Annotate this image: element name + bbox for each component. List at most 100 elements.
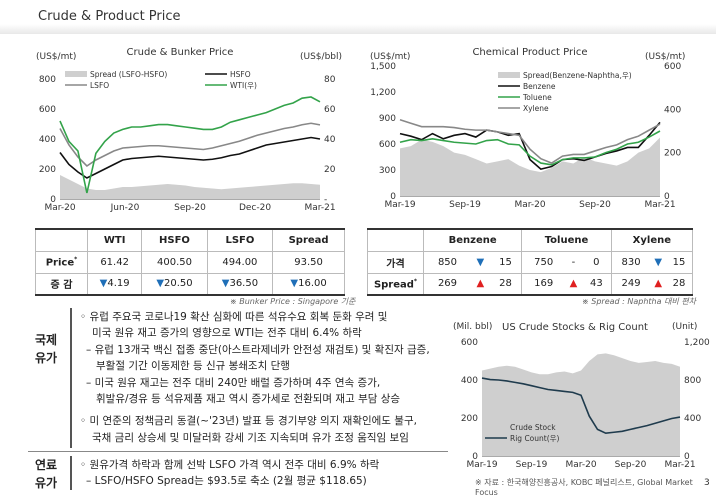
chart2-title: Chemical Product Price: [472, 47, 588, 58]
x-tick-label: Mar-20: [44, 203, 75, 213]
legend-label: Spread (LSFO-HSFO): [90, 70, 167, 79]
xylene-spread-dir: ▲: [650, 272, 666, 296]
legend-label: Benzene: [523, 82, 556, 91]
toluene-spread-dir: ▲: [565, 272, 582, 296]
y-tick-right: 60: [324, 105, 336, 115]
y-tick-left: 600: [379, 140, 396, 150]
legend-label: WTI(우): [230, 81, 257, 90]
chart3-title: US Crude Stocks & Rig Count: [502, 322, 648, 333]
area-series-0: [482, 353, 680, 456]
legend-label: Xylene: [523, 104, 549, 113]
crude-col-spread: Spread: [272, 228, 345, 252]
x-tick-label: Sep-20: [615, 460, 647, 470]
toluene-price-dir: -: [565, 250, 582, 274]
chem-spread-label: Spread*: [367, 272, 424, 296]
area-series-0: [60, 175, 320, 199]
xylene-price-chg: 15: [665, 250, 693, 274]
y-tick-left: 900: [379, 114, 396, 124]
xylene-spread: 249: [610, 272, 651, 296]
intl-line-8: 국채 금리 상승세 및 미달러화 강세 기조 지속되며 유가 조정 움직임 보임: [92, 432, 409, 444]
chart1-title: Crude & Bunker Price: [126, 47, 234, 58]
benzene-spread-chg: 28: [489, 272, 523, 296]
line-series-1: [59, 136, 321, 179]
intl-line-4: 부활절 기간 이동제한 등 신규 봉쇄조치 단행: [96, 360, 290, 372]
x-tick-label: Mar-20: [514, 200, 545, 210]
y-tick-left: 200: [39, 165, 56, 175]
line-series-3: [399, 118, 661, 164]
y-tick-left: 1,200: [370, 88, 396, 98]
intl-line-6: 휘발유/경유 등 석유제품 재고 역시 증가세로 전환되며 재고 부담 상승: [96, 393, 401, 405]
x-tick-label: Mar-21: [664, 460, 695, 470]
chem-table-note: ※ Spread : Naphtha 대비 편차: [582, 297, 697, 306]
toluene-spread: 169: [521, 272, 565, 296]
y-tick-right: 800: [684, 376, 701, 386]
chem-price-label: 가격: [367, 250, 424, 274]
y-tick-left: 200: [461, 414, 478, 424]
crude-price-hsfo: 400.50: [141, 250, 208, 274]
chart3-ylabel-left: (Mil. bbl): [453, 322, 493, 332]
crude-table-note: ※ Bunker Price : Singapore 기준: [230, 297, 356, 306]
xylene-spread-chg: 28: [665, 272, 693, 296]
y-tick-right: -: [324, 195, 327, 205]
x-tick-label: Mar-21: [644, 200, 675, 210]
intl-divider: [70, 308, 72, 448]
benzene-price: 850: [422, 250, 471, 274]
area-series-0: [400, 137, 660, 196]
crude-change-spread: ▼16.00: [272, 272, 345, 296]
chart1-ylabel-right: (US$/bbl): [300, 52, 343, 62]
bunker-divider: [70, 456, 72, 490]
intl-line-2: 미국 원유 재고 증가의 영향으로 WTI는 전주 대비 6.4% 하락: [92, 327, 362, 339]
chem-col-toluene: Toluene: [521, 228, 612, 252]
chemical-price-chart: 0 300 600 900 1,200 1,500 0 200 400 600 Mar-19 Sep-…: [370, 62, 681, 210]
y-tick-left: 1,500: [370, 62, 396, 72]
crude-price-spread: 93.50: [272, 250, 345, 274]
y-tick-right: 0: [684, 452, 690, 462]
section-divider: [28, 451, 448, 452]
toluene-spread-chg: 43: [581, 272, 612, 296]
legend-label: LSFO: [90, 81, 109, 90]
x-tick-label: Mar-21: [304, 203, 335, 213]
y-tick-left: 600: [39, 105, 56, 115]
y-tick-right: 400: [664, 105, 681, 115]
crude-col-lsfo: LSFO: [206, 228, 274, 252]
y-tick-right: 200: [664, 149, 681, 159]
chemical-price-table: Benzene Toluene Xylene 가격 850 ▼ 15 750 -…: [367, 228, 694, 296]
y-tick-left: 400: [461, 376, 478, 386]
legend-swatch: [65, 71, 87, 77]
crude-change-label: 증 감: [35, 272, 88, 296]
chart2-ylabel-left: (US$/mt): [370, 52, 411, 62]
chem-col-benzene: Benzene: [422, 228, 523, 252]
page-title: Crude & Product Price: [38, 9, 181, 24]
benzene-price-dir: ▼: [470, 250, 490, 274]
y-tick-left: 800: [39, 75, 56, 85]
toluene-price: 750: [521, 250, 565, 274]
x-tick-label: Mar-19: [466, 460, 497, 470]
chart1-ylabel-left: (US$/mt): [36, 52, 77, 62]
source-note: ※ 자료 : 한국해양진흥공사, KOBC 페널리스트, Global Mark…: [475, 478, 693, 497]
y-tick-left: 0: [472, 452, 478, 462]
crude-change-wti: ▼4.19: [86, 272, 143, 296]
line-series-3: [59, 96, 321, 194]
intl-line-1: ◦ 유럽 주요국 코로나19 확산 심화에 따른 석유수요 회복 둔화 우려 및: [80, 311, 388, 323]
benzene-spread: 269: [422, 272, 471, 296]
crude-price-lsfo: 494.00: [206, 250, 274, 274]
benzene-spread-dir: ▲: [470, 272, 490, 296]
x-tick-label: Mar-19: [384, 200, 415, 210]
chart2-ylabel-right: (US$/mt): [645, 52, 686, 62]
intl-line-3: – 유럽 13개국 백신 접종 중단(아스트라제네카 안전성 재검토) 및 확진…: [86, 344, 430, 356]
header-shade: [0, 24, 716, 34]
line-series-2: [399, 130, 661, 166]
legend-label: Crude Stock: [510, 423, 556, 432]
bunker-oil-label: 연료 유가: [34, 458, 58, 490]
crude-price-label: Price*: [35, 250, 88, 274]
x-tick-label: Sep-20: [579, 200, 611, 210]
legend-label: Spread(Benzene-Naphtha,우): [523, 71, 632, 80]
y-tick-left: 0: [50, 195, 56, 205]
y-tick-right: 20: [324, 165, 336, 175]
y-tick-right: 40: [324, 135, 336, 145]
crude-change-lsfo: ▼36.50: [206, 272, 274, 296]
legend-swatch: [485, 424, 507, 430]
chem-table-corner: [367, 228, 424, 252]
page-number: 3: [704, 478, 710, 488]
y-tick-right: 400: [684, 414, 701, 424]
